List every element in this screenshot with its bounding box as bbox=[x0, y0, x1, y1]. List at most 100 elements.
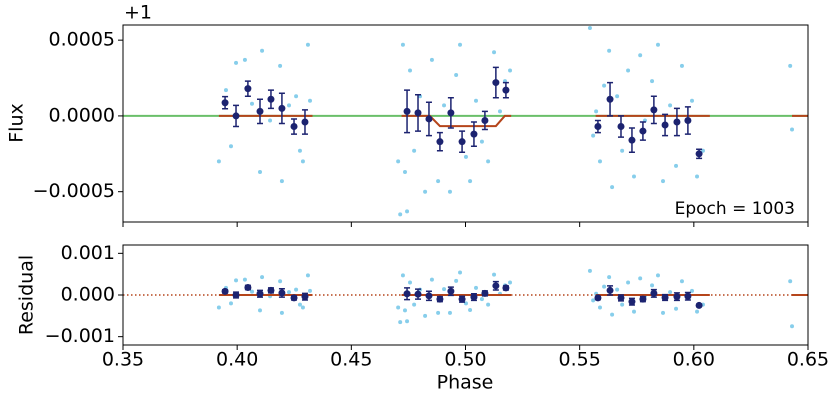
binned-point bbox=[606, 286, 614, 294]
raw-point bbox=[279, 310, 284, 315]
offset-text: +1 bbox=[124, 2, 152, 24]
raw-point bbox=[423, 189, 428, 194]
raw-point bbox=[447, 189, 452, 194]
raw-point bbox=[668, 103, 673, 108]
binned-point bbox=[267, 286, 275, 294]
raw-point bbox=[497, 109, 502, 114]
raw-point bbox=[474, 98, 479, 103]
raw-point bbox=[587, 26, 592, 31]
raw-point bbox=[690, 98, 695, 103]
binned-point bbox=[403, 290, 411, 298]
raw-point bbox=[286, 103, 291, 108]
raw-point bbox=[300, 159, 305, 164]
binned-point bbox=[436, 138, 444, 146]
raw-point bbox=[674, 306, 679, 311]
binned-point bbox=[244, 85, 252, 93]
raw-point bbox=[790, 324, 795, 329]
raw-point bbox=[508, 280, 513, 285]
raw-point bbox=[479, 139, 484, 144]
binned-point bbox=[695, 150, 703, 158]
raw-point bbox=[400, 273, 405, 278]
raw-point bbox=[402, 308, 407, 313]
raw-point bbox=[650, 283, 655, 288]
binned-point bbox=[447, 287, 455, 295]
raw-point bbox=[607, 48, 612, 53]
raw-point bbox=[632, 174, 637, 179]
binned-point bbox=[232, 291, 240, 299]
raw-point bbox=[442, 103, 447, 108]
raw-point bbox=[594, 109, 599, 114]
raw-point bbox=[679, 279, 684, 284]
binned-point bbox=[221, 287, 229, 295]
binned-point bbox=[628, 136, 636, 144]
binned-point bbox=[278, 104, 286, 112]
y-axis-label: Residual bbox=[16, 255, 38, 335]
y-axis-label: Flux bbox=[6, 103, 28, 143]
raw-point bbox=[492, 50, 497, 55]
model-line bbox=[218, 114, 808, 128]
binned-point bbox=[436, 295, 444, 303]
raw-point bbox=[486, 159, 491, 164]
raw-point bbox=[626, 280, 631, 285]
binned-point bbox=[470, 293, 478, 301]
binned-point bbox=[684, 116, 692, 124]
binned-point bbox=[244, 284, 252, 291]
plot-frame bbox=[122, 24, 809, 223]
raw-point bbox=[492, 272, 497, 277]
raw-point bbox=[442, 287, 447, 292]
binned-point bbox=[661, 294, 669, 301]
binned-point bbox=[290, 123, 298, 131]
raw-point bbox=[242, 277, 247, 282]
raw-point bbox=[423, 313, 428, 318]
raw-point bbox=[278, 63, 283, 68]
raw-point bbox=[655, 42, 660, 47]
raw-point bbox=[597, 305, 602, 310]
binned-point bbox=[684, 292, 692, 300]
binned-point bbox=[695, 301, 703, 309]
annotation: Epoch = 1003 bbox=[675, 199, 795, 219]
y-tick-label: −0.001 bbox=[45, 325, 115, 347]
raw-point bbox=[234, 278, 239, 283]
raw-point bbox=[638, 276, 643, 281]
raw-point bbox=[690, 288, 695, 293]
x-tick-label: 0.35 bbox=[102, 349, 144, 371]
binned-point bbox=[481, 289, 489, 297]
binned-point bbox=[639, 127, 647, 135]
binned-point bbox=[414, 109, 422, 117]
x-axis-label: Phase bbox=[437, 372, 494, 394]
raw-point bbox=[297, 148, 302, 153]
raw-point bbox=[400, 42, 405, 47]
plot-frame bbox=[122, 244, 809, 346]
raw-point bbox=[429, 57, 434, 62]
raw-point bbox=[279, 179, 284, 184]
binned-point bbox=[221, 99, 229, 107]
binned-point bbox=[470, 130, 478, 138]
raw-point bbox=[229, 301, 234, 306]
raw-point bbox=[250, 289, 255, 294]
raw-point bbox=[468, 308, 473, 312]
binned-point bbox=[301, 293, 309, 301]
raw-point bbox=[458, 270, 463, 275]
raw-point bbox=[396, 159, 401, 164]
raw-point bbox=[650, 79, 655, 84]
binned-point bbox=[232, 112, 240, 120]
raw-point bbox=[402, 169, 407, 174]
raw-point bbox=[294, 287, 299, 292]
binned-point bbox=[458, 138, 466, 146]
binned-point bbox=[502, 86, 510, 94]
binned-point bbox=[661, 121, 669, 129]
raw-point bbox=[615, 287, 620, 292]
binned-point bbox=[425, 292, 433, 300]
raw-point bbox=[674, 163, 679, 168]
binned-point bbox=[403, 107, 411, 115]
raw-point bbox=[268, 118, 273, 123]
raw-point bbox=[297, 302, 302, 307]
y-tick-label: 0.0005 bbox=[49, 29, 115, 51]
binned-point bbox=[673, 118, 681, 126]
raw-point bbox=[300, 305, 305, 310]
raw-point bbox=[305, 273, 310, 278]
raw-point bbox=[508, 68, 513, 73]
binned-point bbox=[458, 295, 466, 303]
raw-point bbox=[620, 302, 625, 307]
